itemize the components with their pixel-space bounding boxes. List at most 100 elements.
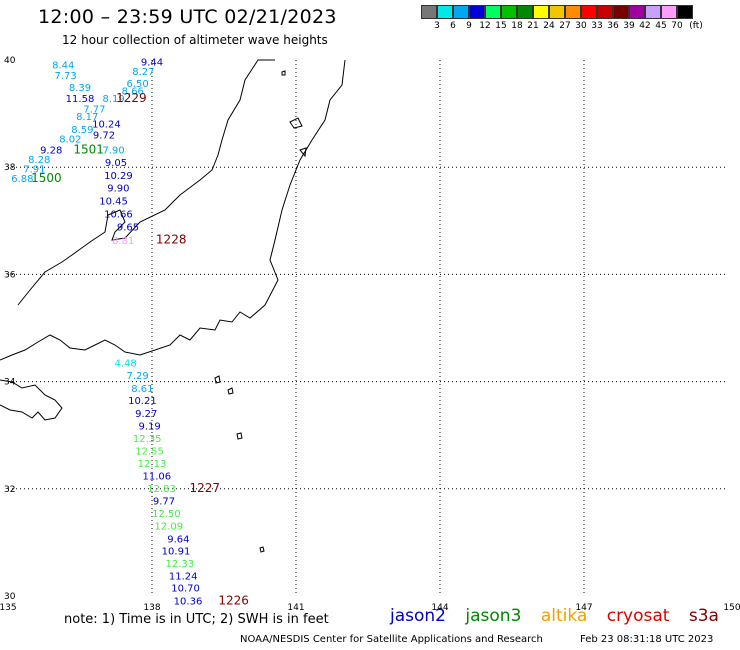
wave-height-obs: 7.90 <box>102 145 124 156</box>
wave-height-obs: 8.66 <box>122 86 144 97</box>
wave-height-obs: 10.45 <box>99 197 128 208</box>
pass-time-label: 1227 <box>190 481 221 495</box>
footer-timestamp: Feb 23 08:31:18 UTC 2023 <box>580 634 714 645</box>
sat-jason3: jason3 <box>465 606 522 626</box>
legend-label: 21 <box>527 21 539 31</box>
wave-height-obs: 10.29 <box>104 171 133 182</box>
legend-label: 3 <box>434 21 440 31</box>
wave-height-obs: 6.88 <box>11 174 33 185</box>
legend-label: 39 <box>623 21 635 31</box>
wave-height-obs: 10.21 <box>128 396 157 407</box>
wave-height-obs: 9.77 <box>153 496 175 507</box>
page-subtitle: 12 hour collection of altimeter wave hei… <box>62 33 328 47</box>
legend-swatch <box>645 5 661 19</box>
legend-label: 9 <box>466 21 472 31</box>
wave-height-obs: 9.19 <box>138 421 160 432</box>
observation-layer: 9.44 8.44 8.27 7.73 6.50 8.39 8.66 11.58 8.197.7… <box>11 57 249 607</box>
lat-label: 40 <box>4 56 16 66</box>
sat-cryosat: cryosat <box>606 606 670 626</box>
legend-swatch <box>485 5 501 19</box>
legend-swatch <box>613 5 629 19</box>
wave-height-obs: 8.81 <box>112 236 134 247</box>
lon-label: 150 <box>723 603 740 613</box>
wave-height-obs: 10.36 <box>174 597 203 608</box>
sat-altika: altika <box>540 606 588 626</box>
lat-label: 30 <box>4 592 16 602</box>
sat-s3a: s3a <box>688 606 719 626</box>
pass-time-label: 1501 <box>73 142 104 156</box>
wave-height-obs: 12.50 <box>152 509 181 520</box>
legend-swatch <box>453 5 469 19</box>
legend-swatch <box>597 5 613 19</box>
wave-height-obs: 8.28 <box>28 155 50 166</box>
wave-height-obs: 7.73 <box>54 71 76 82</box>
wave-height-obs: 8.02 <box>59 135 81 146</box>
wave-height-obs: 11.58 <box>66 94 95 105</box>
wave-height-obs: 7.91 <box>23 165 45 176</box>
wave-height-obs: 12.33 <box>166 559 195 570</box>
wave-height-obs: 10.91 <box>162 547 191 558</box>
legend-unit: (ft) <box>689 21 703 31</box>
lon-label: 138 <box>143 603 160 613</box>
legend-label: 45 <box>655 21 667 31</box>
legend-swatch <box>469 5 485 19</box>
wave-height-obs: 8.59 <box>71 125 93 136</box>
legend-swatch <box>565 5 581 19</box>
color-legend: 3 6 9 12 15 18 21 24 27 30 33 36 39 42 45 70 (ft) <box>421 5 703 31</box>
pass-time-label: 1500 <box>31 171 62 185</box>
legend-label: 33 <box>591 21 603 31</box>
wave-height-obs: 8.61 <box>131 384 153 395</box>
wave-height-obs: 8.19 <box>102 94 124 105</box>
legend-label: 27 <box>559 21 571 31</box>
wave-height-obs: 9.27 <box>135 409 157 420</box>
wave-height-obs: 10.70 <box>171 584 200 595</box>
lon-label: 135 <box>0 603 17 613</box>
footer-credit: NOAA/NESDIS Center for Satellite Applica… <box>240 634 543 645</box>
lon-label: 141 <box>287 603 304 613</box>
sat-jason2: jason2 <box>390 606 446 626</box>
lat-label: 32 <box>4 485 15 495</box>
legend-label: 15 <box>495 21 507 31</box>
legend-label: 6 <box>450 21 456 31</box>
legend-swatches <box>421 5 693 19</box>
wave-height-obs: 12.35 <box>133 434 162 445</box>
wave-height-obs: 12.55 <box>135 446 164 457</box>
wave-height-obs: 9.28 <box>40 145 62 156</box>
wave-height-obs: 6.50 <box>126 79 148 90</box>
lon-label: 147 <box>575 603 592 613</box>
lat-lon-grid: 135 138 141 144 147 150 40 38 36 34 32 30 <box>0 56 740 613</box>
wave-height-obs: 8.27 <box>132 67 154 78</box>
wave-height-obs: 7.29 <box>126 371 148 382</box>
legend-swatch <box>421 5 437 19</box>
lat-label: 34 <box>4 378 16 388</box>
wave-height-obs: 12.13 <box>138 459 167 470</box>
wave-height-obs: 9.64 <box>167 534 189 545</box>
legend-swatch <box>549 5 565 19</box>
japan-coastline <box>0 59 346 553</box>
lat-label: 38 <box>4 163 16 173</box>
legend-label: 70 <box>671 21 683 31</box>
legend-swatch <box>581 5 597 19</box>
pass-time-label: 1229 <box>116 91 147 105</box>
wave-height-obs: 9.44 <box>141 57 163 68</box>
wave-height-obs: 8.39 <box>69 83 91 94</box>
wave-height-obs: 10.24 <box>92 120 121 131</box>
lon-label: 144 <box>431 603 448 613</box>
wave-height-obs: 8.17 <box>76 112 98 123</box>
legend-swatch <box>501 5 517 19</box>
pass-time-label: 1228 <box>156 232 187 246</box>
wave-height-obs: 9.90 <box>107 183 129 194</box>
wave-height-obs: 8.44 <box>52 61 74 72</box>
wave-height-obs: 9.05 <box>105 158 127 169</box>
legend-swatch <box>517 5 533 19</box>
wave-height-obs: 12.83 <box>147 484 176 495</box>
legend-label: 24 <box>543 21 555 31</box>
legend-swatch <box>661 5 677 19</box>
wave-height-obs: 9.72 <box>93 130 115 141</box>
wave-height-obs: 12.09 <box>154 522 183 533</box>
units-note: note: 1) Time is in UTC; 2) SWH is in fe… <box>64 612 329 627</box>
legend-label: 42 <box>639 21 651 31</box>
legend-label: 36 <box>607 21 619 31</box>
wave-height-obs: 7.77 <box>83 105 105 116</box>
legend-swatch <box>677 5 693 19</box>
